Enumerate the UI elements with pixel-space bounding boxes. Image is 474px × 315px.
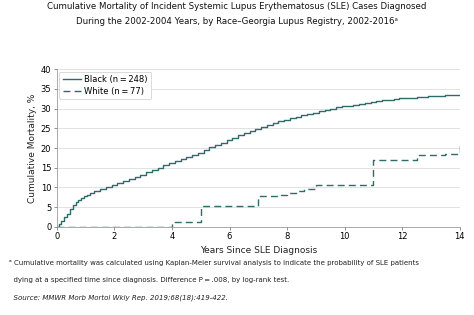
Text: Cumulative Mortality of Incident Systemic Lupus Erythematosus (SLE) Cases Diagno: Cumulative Mortality of Incident Systemi…	[47, 2, 427, 11]
White (n = 77)	[385, 158, 391, 162]
White (n = 77)	[428, 153, 434, 157]
Black (n = 248)	[448, 93, 454, 97]
Black (n = 248)	[333, 106, 339, 109]
White (n = 77)	[279, 193, 284, 197]
White (n = 77)	[198, 204, 204, 208]
Black (n = 248)	[161, 163, 166, 167]
Black (n = 248)	[207, 145, 212, 149]
Black (n = 248)	[241, 131, 247, 135]
White (n = 77)	[175, 220, 181, 224]
White (n = 77)	[241, 204, 247, 208]
Text: ᵃ Cumulative mortality was calculated using Kaplan-Meier survival analysis to in: ᵃ Cumulative mortality was calculated us…	[9, 260, 419, 266]
Black (n = 248)	[91, 189, 97, 192]
X-axis label: Years Since SLE Diagnosis: Years Since SLE Diagnosis	[200, 245, 317, 255]
Black (n = 248)	[457, 93, 463, 97]
White (n = 77)	[140, 225, 146, 229]
Black (n = 248)	[67, 207, 73, 211]
White (n = 77)	[301, 187, 307, 191]
White (n = 77)	[83, 225, 89, 229]
White (n = 77)	[54, 225, 60, 229]
White (n = 77)	[284, 192, 290, 195]
White (n = 77)	[356, 184, 362, 187]
White (n = 77)	[192, 220, 198, 224]
Text: During the 2002-2004 Years, by Race–Georgia Lupus Registry, 2002-2016ᵃ: During the 2002-2004 Years, by Race–Geor…	[76, 17, 398, 26]
White (n = 77)	[313, 184, 319, 187]
Line: White (n = 77): White (n = 77)	[57, 144, 460, 227]
White (n = 77)	[111, 225, 117, 229]
White (n = 77)	[270, 194, 275, 198]
White (n = 77)	[183, 220, 189, 224]
Text: Source: MMWR Morb Mortol Wkly Rep. 2019;68(18):419-422.: Source: MMWR Morb Mortol Wkly Rep. 2019;…	[9, 295, 228, 301]
White (n = 77)	[443, 152, 448, 156]
White (n = 77)	[457, 142, 463, 146]
White (n = 77)	[169, 220, 175, 224]
White (n = 77)	[414, 153, 419, 157]
White (n = 77)	[255, 194, 261, 198]
Y-axis label: Cumulative Mortality, %: Cumulative Mortality, %	[27, 93, 36, 203]
White (n = 77)	[371, 158, 376, 162]
White (n = 77)	[212, 204, 218, 208]
White (n = 77)	[166, 225, 172, 229]
White (n = 77)	[368, 184, 374, 187]
White (n = 77)	[293, 189, 299, 193]
White (n = 77)	[451, 152, 457, 156]
White (n = 77)	[328, 184, 333, 187]
Black (n = 248)	[54, 225, 60, 229]
White (n = 77)	[400, 158, 405, 162]
Text: dying at a specified time since diagnosis. Difference P = .008, by log-rank test: dying at a specified time since diagnosi…	[9, 277, 290, 283]
White (n = 77)	[342, 184, 347, 187]
Legend: Black (n = 248), White (n = 77): Black (n = 248), White (n = 77)	[59, 72, 151, 99]
White (n = 77)	[227, 204, 232, 208]
Line: Black (n = 248): Black (n = 248)	[57, 95, 460, 227]
